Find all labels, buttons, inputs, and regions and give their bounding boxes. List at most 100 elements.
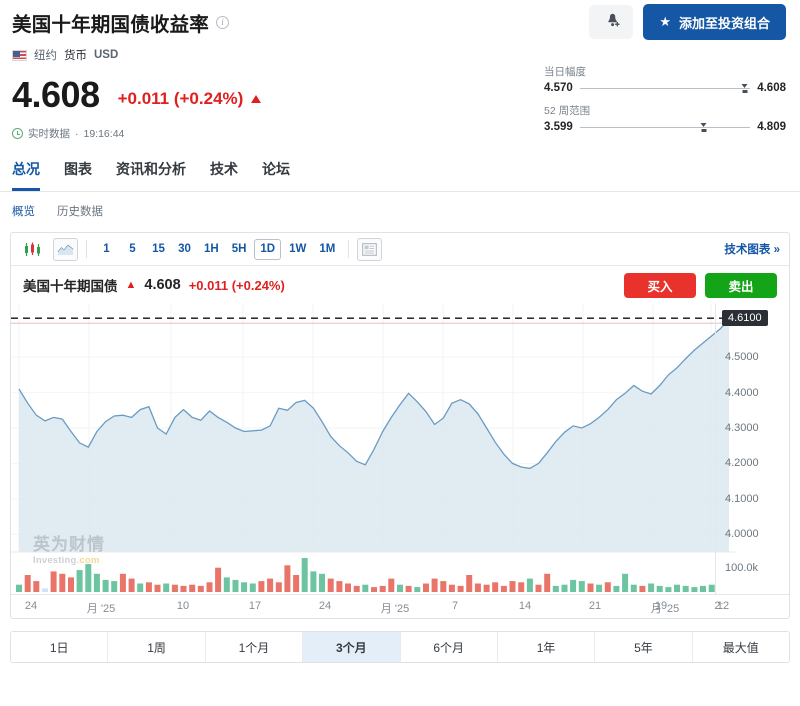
instrument-meta: 纽约 货币 USD <box>12 47 784 63</box>
interval-1H[interactable]: 1H <box>204 243 219 255</box>
day-range-track[interactable] <box>579 83 751 93</box>
dot-separator: · <box>75 127 79 140</box>
y-tick-3: 4.2000 <box>725 457 759 470</box>
currency-value: USD <box>94 49 119 61</box>
info-icon[interactable]: i <box>216 16 230 29</box>
main-tabs: 总况 图表 资讯和分析 技术 论坛 <box>0 159 800 192</box>
chart-instrument-name: 美国十年期国债 <box>23 279 118 294</box>
x-tick-1: 月 '25 <box>86 603 116 615</box>
interval-5[interactable]: 5 <box>129 243 136 255</box>
last-price: 4.608 <box>12 74 100 115</box>
y-tick-0: 4.5000 <box>725 351 759 364</box>
interval-1M[interactable]: 1M <box>319 243 336 255</box>
area-chart-icon[interactable] <box>53 237 78 261</box>
x-tick-8: 21 <box>588 600 602 612</box>
realtime-label: 实时数据 <box>28 128 70 140</box>
x-tick-3: 17 <box>248 600 262 612</box>
chart-change: +0.011 (+0.24%) <box>188 277 285 293</box>
star-icon: ★ <box>659 14 671 29</box>
x-axis: 24 月 '25 10 17 24 月 '25 7 14 21 月 '25 12 19 2: <box>11 594 789 618</box>
technical-chart-link[interactable]: 技术图表 » <box>724 244 780 256</box>
title-row: 美国十年期国债收益率 i <box>12 8 784 37</box>
period-6[interactable]: 5年 <box>595 632 693 662</box>
arrow-up-icon-small: ▲ <box>125 279 137 291</box>
trade-buttons: 买入 卖出 <box>624 272 777 298</box>
add-to-portfolio-button[interactable]: ★ 添加至投资组合 <box>643 4 786 40</box>
y-axis: 4.5000 4.4000 4.3000 4.2000 4.1000 4.0000 4.61… <box>715 304 789 594</box>
x-tick-0: 24 <box>24 600 38 612</box>
week52-range-high: 4.809 <box>757 121 786 133</box>
tab-1[interactable]: 图表 <box>64 161 92 177</box>
arrow-up-icon <box>251 95 262 103</box>
tab-0[interactable]: 总况 <box>12 159 40 191</box>
y-tick-5: 4.0000 <box>725 528 759 541</box>
price-change-text: +0.011 (+0.24%) <box>117 89 244 108</box>
x-tick-2: 10 <box>176 600 190 612</box>
period-3[interactable]: 3个月 <box>303 632 401 662</box>
volume-axis-label: 100.0k <box>725 562 759 574</box>
x-tick-12: 2: <box>714 600 724 612</box>
bell-plus-icon[interactable] <box>589 5 634 39</box>
y-tick-4: 4.1000 <box>725 492 759 505</box>
day-range: 当日幅度 4.570 4.608 <box>544 64 786 94</box>
week52-range-track[interactable] <box>579 122 751 132</box>
header-actions: ★ 添加至投资组合 <box>589 4 786 40</box>
period-2[interactable]: 1个月 <box>205 632 304 662</box>
x-tick-10: 12 <box>716 600 730 612</box>
week52-range-marker <box>700 122 708 132</box>
x-tick-4: 24 <box>318 600 332 612</box>
interval-30[interactable]: 30 <box>178 243 191 255</box>
interval-1D[interactable]: 1D <box>254 238 282 260</box>
toolbar-divider <box>86 240 87 258</box>
clock-icon <box>12 128 23 139</box>
buy-button[interactable]: 买入 <box>624 272 696 298</box>
page-header: 美国十年期国债收益率 i 纽约 货币 USD 4.608 +0.011 (+0.… <box>0 0 800 141</box>
x-tick-11: 19 <box>654 600 668 612</box>
add-to-portfolio-label: 添加至投资组合 <box>678 15 770 31</box>
quote-timestamp: 实时数据 · 19:16:44 <box>12 126 784 141</box>
subtab-1[interactable]: 历史数据 <box>57 206 103 218</box>
currency-label: 货币 <box>64 50 87 62</box>
candlestick-chart-icon[interactable] <box>20 238 45 261</box>
period-selector: 1日 1周 1个月 3个月 6个月 1年 5年 最大值 <box>10 631 790 663</box>
price-area-chart <box>11 304 737 592</box>
interval-15[interactable]: 15 <box>152 243 165 255</box>
quote-time: 19:16:44 <box>83 127 125 140</box>
sell-button[interactable]: 卖出 <box>705 272 777 298</box>
day-range-low: 4.570 <box>544 82 573 94</box>
interval-5H[interactable]: 5H <box>231 243 247 255</box>
subtab-0[interactable]: 概览 <box>12 206 35 218</box>
toolbar-divider-2 <box>348 240 350 258</box>
current-price-badge: 4.6100 <box>722 310 768 327</box>
day-range-high: 4.608 <box>757 82 786 94</box>
period-5[interactable]: 1年 <box>497 632 596 662</box>
interval-1W[interactable]: 1W <box>289 243 307 255</box>
week52-range: 52 周范围 3.599 4.809 <box>544 103 786 133</box>
period-0[interactable]: 1日 <box>11 632 109 662</box>
price-change: +0.011 (+0.24%) <box>118 89 262 113</box>
chart-plot-area[interactable]: 英为财情 Investing.com 4.5000 4.4000 4.3000 4.2… <box>11 304 789 594</box>
chart-toolbar: 1 5 15 30 1H 5H 1D 1W 1M 技术图表 » <box>11 233 789 266</box>
y-tick-2: 4.3000 <box>725 422 759 434</box>
week52-range-low: 3.599 <box>544 121 573 133</box>
news-panel-icon[interactable] <box>357 237 383 261</box>
y-tick-1: 4.4000 <box>725 386 759 399</box>
tab-4[interactable]: 论坛 <box>262 161 290 177</box>
period-7[interactable]: 最大值 <box>692 632 789 662</box>
page-title: 美国十年期国债收益率 <box>12 14 210 36</box>
period-1[interactable]: 1周 <box>108 632 206 662</box>
range-indicators: 当日幅度 4.570 4.608 52 周范围 3.599 4.809 <box>544 64 786 142</box>
exchange-label: 纽约 <box>34 50 57 62</box>
day-range-marker <box>741 83 749 93</box>
interval-group: 1 5 15 30 1H 5H 1D 1W 1M <box>95 238 340 260</box>
interval-1[interactable]: 1 <box>103 243 110 255</box>
us-flag-icon <box>12 49 27 61</box>
tab-2[interactable]: 资讯和分析 <box>116 161 186 177</box>
period-4[interactable]: 6个月 <box>400 632 498 662</box>
x-tick-6: 7 <box>451 600 459 612</box>
chart-price: 4.608 <box>144 277 181 293</box>
week52-range-label: 52 周范围 <box>544 105 591 117</box>
x-tick-5: 月 '25 <box>380 603 410 615</box>
tab-3[interactable]: 技术 <box>210 161 238 177</box>
